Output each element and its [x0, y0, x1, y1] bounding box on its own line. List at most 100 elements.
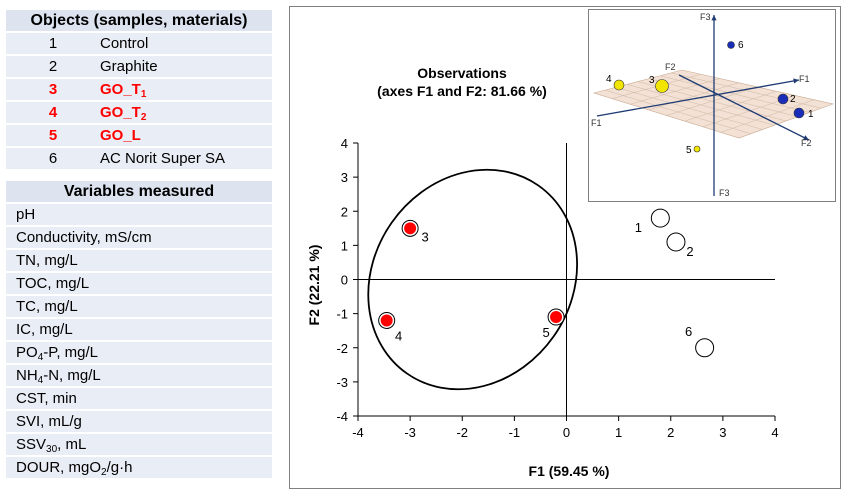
object-name: AC Norit Super SA	[100, 148, 272, 169]
inset-point-label: 4	[606, 74, 612, 85]
variable-row: NH4-N, mg/L	[6, 365, 272, 386]
f3-axis-label: F3	[700, 12, 711, 22]
variable-row: SSV30, mL	[6, 434, 272, 455]
chart-subtitle: (axes F1 and F2: 81.66 %)	[377, 83, 547, 99]
plane-grid-line	[684, 91, 777, 122]
object-name: Control	[100, 33, 272, 54]
x-tick-label: 2	[667, 425, 674, 440]
point-label: 3	[422, 229, 429, 244]
x-tick-label: -3	[404, 425, 416, 440]
objects-table-header: Objects (samples, materials)	[6, 10, 272, 31]
f2-axis	[678, 74, 810, 141]
variable-name: TN, mg/L	[6, 250, 272, 271]
variable-row: CST, min	[6, 388, 272, 409]
object-row: 6 AC Norit Super SA	[6, 148, 272, 169]
inset-point	[727, 41, 735, 49]
f3-axis-head	[711, 15, 717, 21]
variable-name-text: TC, mg/L	[16, 298, 78, 315]
variable-name-text: Conductivity, mS/cm	[16, 229, 152, 246]
f1-axis-label: F1	[799, 74, 810, 84]
variable-name-text: pH	[16, 206, 36, 223]
f3-axis-label: F3	[719, 188, 730, 198]
variable-name-text: SSV	[16, 436, 47, 453]
variable-row: TN, mg/L	[6, 250, 272, 271]
variable-name: TOC, mg/L	[6, 273, 272, 294]
y-tick-label: -2	[336, 341, 348, 356]
object-name: Graphite	[100, 56, 272, 77]
object-name-subscript: 1	[140, 89, 147, 100]
object-name: GO_L	[100, 125, 272, 146]
variable-row: TOC, mg/L	[6, 273, 272, 294]
inset-point-label: 5	[686, 145, 692, 156]
point-marker	[550, 311, 563, 324]
inset-point	[793, 107, 805, 119]
chart-title: Observations	[417, 65, 507, 81]
variable-name: SVI, mL/g	[6, 411, 272, 432]
inset-point-label: 2	[790, 94, 796, 105]
object-number: 2	[6, 56, 100, 77]
x-tick-label: -2	[456, 425, 468, 440]
plane-grid-line	[720, 99, 815, 133]
variable-name-text: NH	[16, 367, 38, 384]
objects-table: Objects (samples, materials) 1 Control 2 Gr…	[6, 8, 272, 171]
object-name: GO_T2	[100, 102, 272, 123]
object-row: 1 Control	[6, 33, 272, 54]
x-tick-label: -4	[352, 425, 364, 440]
object-row: 3 GO_T1	[6, 79, 272, 100]
object-number: 3	[6, 79, 100, 100]
object-number: 4	[6, 102, 100, 123]
point-label: 4	[395, 328, 402, 343]
object-name: GO_T1	[100, 79, 272, 100]
object-name-text: GO_T	[100, 81, 141, 98]
point-marker	[695, 338, 715, 358]
object-row: 4 GO_T2	[6, 102, 272, 123]
variable-name-subscript: 4	[37, 375, 44, 386]
point-marker	[666, 232, 686, 252]
variable-name-suffix: , mL	[57, 436, 87, 453]
variable-row: DOUR, mgO2/g·h	[6, 457, 272, 478]
variable-name: IC, mg/L	[6, 319, 272, 340]
chart-panel: Observations (axes F1 and F2: 81.66 %) F…	[289, 6, 841, 489]
point-marker	[380, 314, 393, 327]
variable-name-text: DOUR, mgO	[16, 459, 102, 476]
x-tick-label: 3	[719, 425, 726, 440]
point-label: 1	[635, 220, 642, 235]
x-tick-label: 4	[771, 425, 778, 440]
variable-name-text: CST, min	[16, 390, 77, 407]
x-tick-label: -1	[509, 425, 521, 440]
variable-name-suffix: -N, mg/L	[43, 367, 101, 384]
object-number: 1	[6, 33, 100, 54]
inset-point-label: 6	[738, 40, 744, 51]
point-marker	[404, 222, 417, 235]
object-row: 5 GO_L	[6, 125, 272, 146]
plane-grid-line	[659, 75, 810, 113]
variable-name: TC, mg/L	[6, 296, 272, 317]
f2-axis-head	[803, 135, 809, 140]
variable-name-suffix: /g·h	[106, 459, 133, 476]
variable-row: SVI, mL/g	[6, 411, 272, 432]
variables-table: Variables measured pH Conductivity, mS/cm…	[6, 179, 272, 480]
f1-axis-head	[793, 78, 799, 84]
variable-name: CST, min	[6, 388, 272, 409]
variable-name-text: PO	[16, 344, 38, 361]
inset-point	[613, 79, 625, 91]
object-row: 2 Graphite	[6, 56, 272, 77]
object-name-text: Graphite	[100, 58, 158, 75]
inset-point-label: 1	[808, 109, 814, 120]
y-tick-label: 2	[341, 204, 348, 219]
observations-scatter-chart: Observations (axes F1 and F2: 81.66 %) F…	[306, 65, 779, 479]
variable-name-text: TN, mg/L	[16, 252, 78, 269]
y-tick-label: 0	[341, 273, 348, 288]
inset-point	[693, 145, 701, 153]
y-tick-label: 1	[341, 238, 348, 253]
x-tick-label: 1	[615, 425, 622, 440]
object-name-text: GO_L	[100, 127, 141, 144]
f1-axis	[596, 79, 800, 117]
inset-point	[777, 93, 789, 105]
variable-name: SSV30, mL	[6, 434, 272, 455]
object-name-text: GO_T	[100, 104, 141, 121]
variable-row: pH	[6, 204, 272, 225]
variable-name-subscript: 4	[37, 352, 44, 363]
point-marker	[650, 208, 670, 228]
plane-grid-line	[670, 72, 822, 109]
